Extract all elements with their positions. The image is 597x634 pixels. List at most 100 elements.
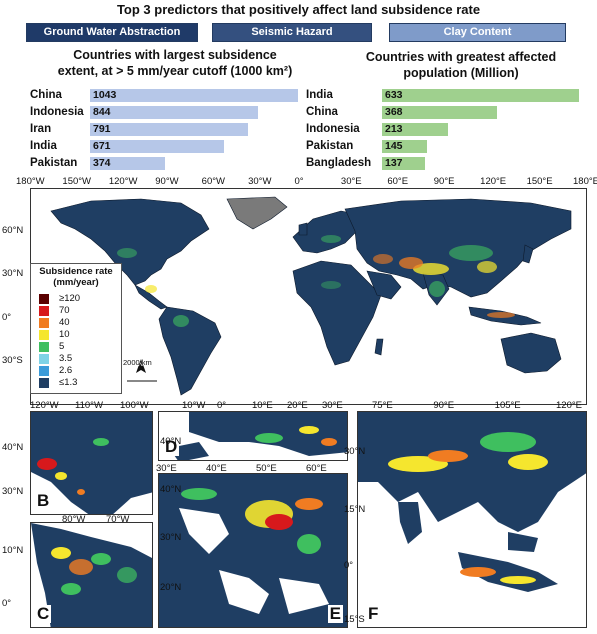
right-ranking-country: China [306, 106, 338, 118]
map-d-svg [159, 412, 347, 460]
legend-title-line2: (mm/year) [53, 277, 99, 288]
map_b-lon-tick: 120°W [30, 400, 59, 411]
panel-letter-c: C [35, 604, 52, 623]
left-ranking-bar: 791 [90, 123, 248, 136]
map-f: F [357, 411, 587, 628]
left-ranking-country: Pakistan [30, 157, 78, 169]
right-ranking-row: Bangladesh 137 [306, 157, 579, 171]
legend-label: ≤1.3 [59, 377, 78, 388]
legend-swatch [39, 342, 49, 352]
map_f-lat-tick: 15°S [344, 614, 365, 625]
japan-shape [522, 244, 534, 264]
world-map-svg: N [50, 196, 572, 396]
right-ranking-title: Countries with greatest affected populat… [326, 49, 596, 81]
panel-letter-e: E [327, 604, 343, 623]
scale-label: 2000 km [123, 358, 152, 367]
map-e-svg [159, 474, 347, 627]
map_b-lat-tick: 30°N [2, 486, 24, 497]
left-ranking-country: India [30, 140, 57, 152]
right-ranking-bar: 633 [382, 89, 579, 102]
lon-tick-label: 30°E [340, 176, 362, 187]
legend-label: ≥120 [59, 293, 81, 304]
legend-label: 2.6 [59, 365, 73, 376]
central-america-shape [134, 284, 168, 310]
map-b: B [30, 411, 153, 515]
legend-label: 3.5 [59, 353, 73, 364]
map_e-lon-tick: 30°E [156, 463, 177, 474]
map_e-lat-tick: 20°N [160, 582, 182, 593]
left-ranking-title: Countries with largest subsidence extent… [30, 47, 320, 79]
map_f-lat-tick: 30°N [344, 446, 366, 457]
map-c: C [30, 522, 153, 628]
predictor-clay-content: Clay Content [389, 23, 566, 42]
map_e-lat-tick: 30°N [160, 532, 182, 543]
lon-tick-label: 60°W [201, 176, 225, 187]
left-ranking-bar: 671 [90, 140, 224, 153]
left-ranking-row: Pakistan 374 [30, 157, 298, 171]
right-ranking-bar: 145 [382, 140, 428, 153]
left-ranking-title-line1: Countries with largest subsidence [73, 48, 277, 62]
greenland-shape [226, 196, 288, 230]
south-america-shape [158, 306, 222, 396]
legend-swatch [39, 306, 49, 316]
subsidence-hotspots-a [117, 235, 515, 327]
left-ranking-title-line2: extent, at > 5 mm/year cutoff (1000 km²) [57, 64, 293, 78]
map_f-lon-tick: 75°E [372, 400, 393, 411]
africa-shape [292, 260, 382, 366]
world-map: N A [30, 188, 587, 405]
left-ranking-bar: 844 [90, 106, 259, 119]
map_d-lon-tick: 10°W [182, 400, 206, 411]
left-ranking-row: Indonesia 844 [30, 106, 298, 120]
lon-tick-label: 120°E [480, 176, 507, 187]
left-ranking-row: Iran 791 [30, 123, 298, 137]
lat-tick-label: 60°N [2, 225, 24, 236]
legend-title-line1: Subsidence rate [39, 266, 113, 277]
lon-tick-label: 180°E [573, 176, 597, 187]
map_e-lon-tick: 50°E [256, 463, 277, 474]
panel-letter-a: A [37, 192, 50, 211]
svg-text:N: N [138, 361, 143, 368]
map-f-svg [358, 412, 586, 627]
lon-tick-label: 30°W [248, 176, 272, 187]
north-america-shape [50, 198, 210, 286]
lat-tick-label: 0° [2, 312, 12, 323]
map_e-lon-tick: 40°E [206, 463, 227, 474]
subsidence-legend: Subsidence rate (mm/year) ≥120 70 40 10 5 3.5… [30, 263, 122, 394]
right-ranking-bar: 368 [382, 106, 497, 119]
map_d-lon-tick: 10°E [252, 400, 273, 411]
map_d-lon-tick: 20°E [287, 400, 308, 411]
map_f-lon-tick: 90°E [433, 400, 455, 411]
predictor-seismic-hazard: Seismic Hazard [212, 23, 372, 42]
map_e-lat-tick: 40°N [160, 484, 182, 495]
lon-tick-label: 90°E [433, 176, 455, 187]
legend-label: 10 [59, 329, 70, 340]
map_e-lon-tick: 60°E [306, 463, 327, 474]
legend-label: 70 [59, 305, 70, 316]
left-ranking-row: China 1043 [30, 89, 298, 103]
legend-swatch [39, 330, 49, 340]
legend-label: 40 [59, 317, 70, 328]
right-ranking-bar: 137 [382, 157, 425, 170]
right-ranking-country: India [306, 89, 333, 101]
lat-tick-label: 30°N [2, 268, 24, 279]
left-ranking-bar: 374 [90, 157, 165, 170]
left-ranking-country: Iran [30, 123, 52, 135]
map-d: D [158, 411, 348, 461]
lon-tick-label: 150°W [62, 176, 92, 187]
map_f-lat-tick: 15°N [344, 504, 366, 515]
map_b-lat-tick: 40°N [2, 442, 24, 453]
lon-tick-label: 120°W [108, 176, 138, 187]
right-ranking-bar: 213 [382, 123, 449, 136]
legend-swatch [39, 318, 49, 328]
map_c-lon-tick: 80°W [62, 514, 86, 525]
lon-tick-label: 60°E [387, 176, 409, 187]
left-ranking-country: Indonesia [30, 106, 84, 118]
map_b-lon-tick: 110°W [75, 400, 103, 411]
right-ranking-title-line1: Countries with greatest affected [365, 50, 557, 64]
lat-tick-label: 30°S [2, 355, 23, 366]
map_f-lon-tick: 105°E [494, 400, 521, 411]
legend-title: Subsidence rate (mm/year) [31, 266, 121, 288]
right-ranking-row: Pakistan 145 [306, 140, 579, 154]
right-ranking-row: India 633 [306, 89, 579, 103]
predictor-ground-water: Ground Water Abstraction [26, 23, 198, 42]
